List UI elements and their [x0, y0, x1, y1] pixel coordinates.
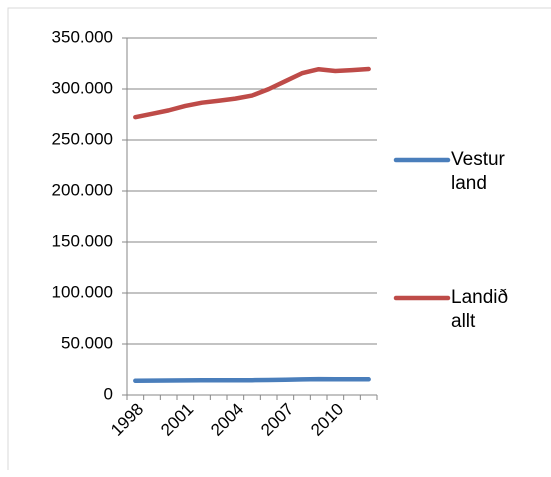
y-tick-label: 100.000 [52, 282, 113, 301]
x-tick-label: 2007 [257, 400, 297, 440]
x-tick-label: 2004 [207, 400, 247, 440]
y-tick-label: 0 [104, 384, 113, 403]
y-tick-label: 50.000 [61, 333, 113, 352]
y-tick-label: 300.000 [52, 78, 113, 97]
y-tick-label: 350.000 [52, 27, 113, 46]
series-line [133, 66, 371, 120]
legend-label: Landið allt [451, 287, 509, 332]
chart-frame [7, 7, 551, 470]
legend-label: Vestur land [451, 149, 505, 194]
y-tick-label: 200.000 [52, 180, 113, 199]
x-tick-label: 2001 [157, 400, 197, 440]
series-line [133, 376, 371, 383]
x-tick-label: 1998 [107, 400, 147, 440]
y-tick-label: 150.000 [52, 231, 113, 250]
x-tick-label: 2010 [307, 400, 347, 440]
y-tick-label: 250.000 [52, 129, 113, 148]
